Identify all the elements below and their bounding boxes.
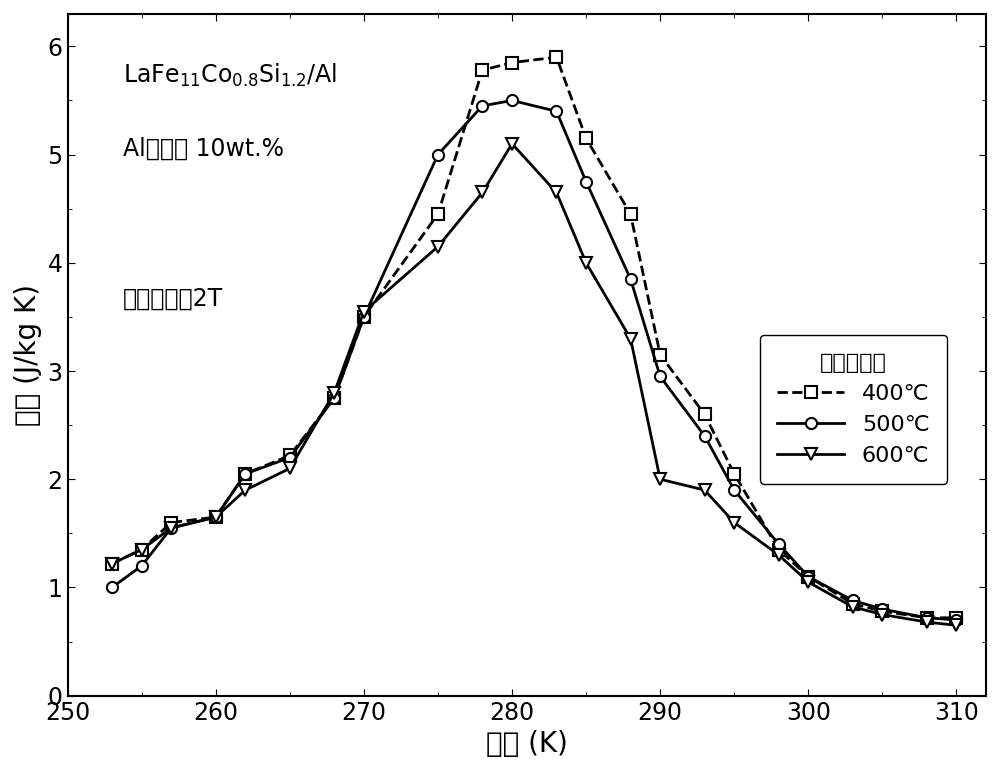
400℃ xyxy=(358,313,370,322)
Legend: 400℃, 500℃, 600℃: 400℃, 500℃, 600℃ xyxy=(760,335,947,484)
400℃ xyxy=(506,58,518,67)
500℃ xyxy=(476,101,488,110)
600℃ xyxy=(239,486,251,495)
600℃ xyxy=(284,464,296,473)
400℃ xyxy=(699,410,711,419)
400℃ xyxy=(165,518,177,527)
600℃ xyxy=(358,307,370,317)
500℃ xyxy=(847,596,859,605)
600℃ xyxy=(802,577,814,587)
400℃ xyxy=(239,469,251,479)
400℃ xyxy=(550,52,562,62)
600℃ xyxy=(210,513,222,522)
400℃ xyxy=(432,209,444,218)
600℃ xyxy=(921,618,933,627)
400℃ xyxy=(580,134,592,143)
600℃ xyxy=(728,518,740,527)
400℃ xyxy=(136,545,148,554)
400℃ xyxy=(728,469,740,479)
Text: Al含量： 10wt.%: Al含量： 10wt.% xyxy=(123,137,284,161)
600℃ xyxy=(328,388,340,398)
X-axis label: 温度 (K): 温度 (K) xyxy=(486,730,568,758)
400℃ xyxy=(106,559,118,568)
500℃ xyxy=(876,604,888,614)
500℃ xyxy=(328,394,340,403)
400℃ xyxy=(773,545,785,554)
500℃ xyxy=(699,432,711,441)
400℃ xyxy=(328,394,340,403)
Text: LaFe$_{11}$Co$_{0.8}$Si$_{1.2}$/Al: LaFe$_{11}$Co$_{0.8}$Si$_{1.2}$/Al xyxy=(123,62,337,89)
400℃ xyxy=(876,607,888,616)
Line: 400℃: 400℃ xyxy=(106,52,962,623)
Line: 600℃: 600℃ xyxy=(106,138,962,631)
400℃ xyxy=(802,572,814,581)
600℃ xyxy=(506,139,518,148)
600℃ xyxy=(773,550,785,560)
500℃ xyxy=(921,613,933,622)
400℃ xyxy=(625,209,637,218)
500℃ xyxy=(165,523,177,533)
400℃ xyxy=(284,451,296,460)
400℃ xyxy=(654,350,666,360)
600℃ xyxy=(950,621,962,630)
500℃ xyxy=(358,313,370,322)
500℃ xyxy=(802,572,814,581)
Line: 500℃: 500℃ xyxy=(106,95,962,625)
500℃ xyxy=(654,372,666,381)
600℃ xyxy=(106,559,118,568)
Y-axis label: 熵变 (J/kg K): 熵变 (J/kg K) xyxy=(14,284,42,426)
500℃ xyxy=(210,513,222,522)
400℃ xyxy=(476,66,488,75)
600℃ xyxy=(876,610,888,619)
Text: 磁场变化：2T: 磁场变化：2T xyxy=(123,286,223,310)
500℃ xyxy=(550,107,562,116)
600℃ xyxy=(699,486,711,495)
600℃ xyxy=(165,523,177,533)
400℃ xyxy=(921,613,933,622)
500℃ xyxy=(580,177,592,186)
600℃ xyxy=(847,602,859,611)
400℃ xyxy=(210,513,222,522)
500℃ xyxy=(284,453,296,462)
500℃ xyxy=(106,583,118,592)
600℃ xyxy=(625,334,637,344)
600℃ xyxy=(432,242,444,251)
500℃ xyxy=(625,274,637,283)
600℃ xyxy=(580,258,592,267)
600℃ xyxy=(136,545,148,554)
500℃ xyxy=(136,561,148,571)
600℃ xyxy=(476,188,488,197)
400℃ xyxy=(950,613,962,622)
500℃ xyxy=(773,540,785,549)
400℃ xyxy=(847,599,859,608)
500℃ xyxy=(239,469,251,479)
500℃ xyxy=(728,486,740,495)
600℃ xyxy=(654,475,666,484)
500℃ xyxy=(950,615,962,625)
500℃ xyxy=(432,150,444,159)
600℃ xyxy=(550,188,562,197)
500℃ xyxy=(506,96,518,105)
